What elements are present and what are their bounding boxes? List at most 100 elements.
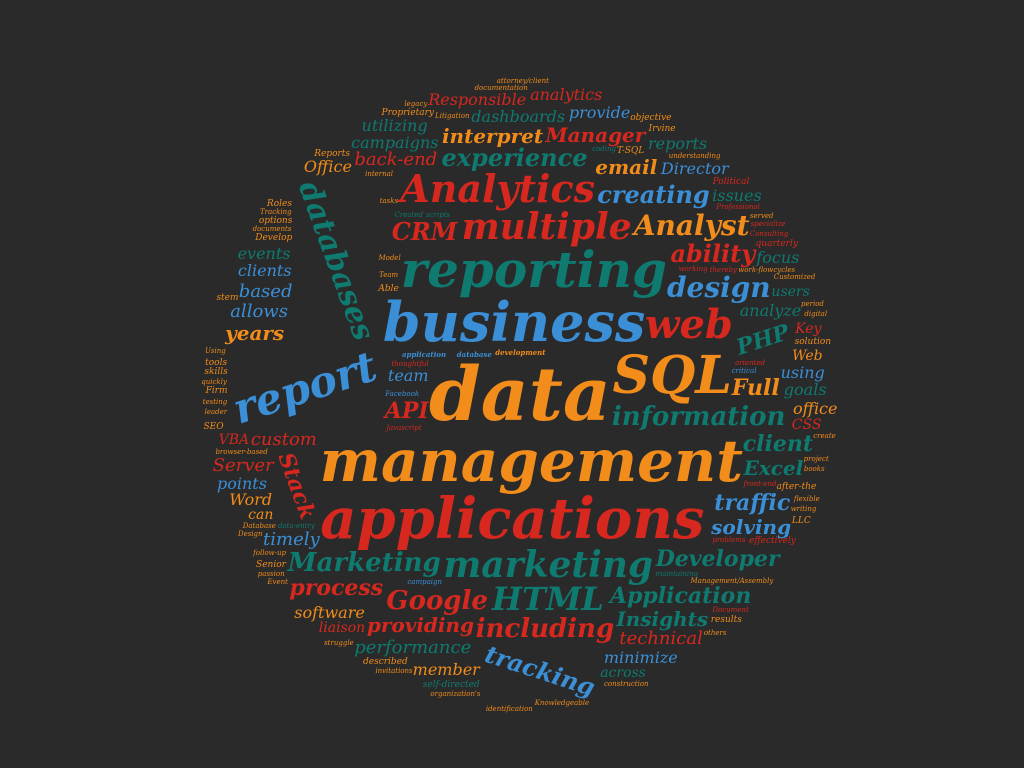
cloud-word: internal: [365, 169, 394, 178]
cloud-word: work-flow: [738, 265, 774, 274]
cloud-word: reports: [647, 133, 708, 153]
cloud-word: member: [412, 660, 480, 680]
cloud-word: Google: [386, 586, 488, 617]
cloud-word: flexible: [793, 495, 820, 504]
cloud-word: business: [382, 289, 646, 354]
cloud-word: interpret: [441, 123, 544, 148]
cloud-word: digital: [804, 309, 828, 318]
cloud-word: analyze: [739, 300, 802, 320]
cloud-word: construction: [603, 679, 649, 688]
cloud-word: cycles: [773, 265, 796, 274]
cloud-word: Proprietary: [381, 107, 434, 118]
cloud-word: issues: [712, 185, 762, 205]
cloud-word: oriented: [735, 359, 765, 368]
cloud-word: team: [387, 366, 429, 386]
cloud-word: PHP: [733, 319, 793, 361]
cloud-word: points: [216, 473, 267, 493]
cloud-word: analytics: [530, 85, 603, 105]
cloud-word: documentation: [474, 83, 528, 92]
cloud-word: results: [710, 615, 742, 626]
cloud-word: options: [258, 215, 293, 226]
cloud-word: office: [792, 399, 838, 419]
cloud-word: writing: [790, 504, 817, 513]
cloud-word: project: [803, 455, 829, 464]
cloud-word: management: [319, 427, 743, 496]
cloud-word: Excel: [743, 456, 804, 481]
cloud-word: tracking: [481, 639, 599, 702]
cloud-word: API: [384, 397, 429, 424]
cloud-word: CSS: [791, 417, 822, 434]
cloud-word: Facebook: [385, 390, 420, 399]
cloud-word: solution: [794, 336, 832, 347]
cloud-word: leader: [204, 408, 228, 417]
cloud-word: dashboards: [471, 107, 566, 127]
cloud-word: specialize: [750, 219, 786, 228]
cloud-word: understanding: [668, 151, 721, 160]
cloud-word: Management/Assembly: [690, 576, 774, 585]
cloud-word: Stack: [272, 449, 321, 523]
cloud-word: scripts: [426, 210, 451, 219]
cloud-word: identification: [485, 704, 533, 713]
cloud-word: Marketing: [287, 547, 441, 578]
cloud-word: Key: [795, 321, 822, 338]
cloud-word: design: [666, 271, 771, 305]
cloud-word: reporting: [400, 239, 667, 299]
cloud-word: campaigns: [351, 132, 439, 152]
cloud-word: database: [456, 349, 492, 359]
cloud-word: application: [401, 349, 447, 359]
cloud-word: front-end: [743, 480, 777, 489]
cloud-word: Consulting: [749, 230, 789, 239]
cloud-word: problems: [712, 535, 746, 544]
cloud-word: Develop: [255, 232, 293, 243]
cloud-word: Developer: [655, 546, 780, 573]
cloud-word: Insights: [616, 607, 709, 632]
cloud-word: Roles: [266, 198, 292, 209]
cloud-word: traffic: [714, 489, 791, 516]
cloud-word: passion: [257, 569, 285, 578]
cloud-word: Able: [378, 283, 399, 294]
cloud-word: creating: [597, 180, 710, 210]
cloud-word: liaison: [318, 620, 366, 637]
cloud-word: quarterly: [755, 238, 798, 249]
cloud-word: data-entry: [277, 521, 315, 530]
cloud-word: SQL: [612, 345, 732, 407]
cloud-word: Manager: [545, 123, 646, 148]
cloud-word: Using: [204, 346, 226, 355]
cloud-word: custom: [250, 428, 317, 450]
cloud-word: coding: [592, 145, 616, 154]
cloud-word: T-SQL: [616, 145, 645, 156]
cloud-word: years: [225, 320, 285, 345]
cloud-word: information: [611, 402, 786, 433]
cloud-word: Irvine: [648, 124, 676, 135]
cloud-word: Document: [712, 606, 749, 615]
cloud-word: Server: [212, 454, 274, 476]
cloud-word: Full: [731, 374, 780, 401]
cloud-word: others: [703, 629, 727, 638]
cloud-word: Model: [378, 254, 401, 263]
cloud-word: campaign: [407, 578, 442, 587]
cloud-word: documents: [252, 225, 292, 234]
cloud-word: timely: [263, 528, 320, 550]
cloud-word: can: [248, 507, 274, 524]
cloud-word: testing: [202, 398, 228, 407]
cloud-word: invitations: [375, 666, 413, 675]
cloud-word: struggle: [324, 638, 354, 647]
cloud-word: solving: [711, 514, 792, 539]
cloud-word: based: [238, 280, 293, 302]
cloud-word: Application: [609, 582, 752, 609]
cloud-word: data: [429, 352, 611, 438]
cloud-word: client: [742, 431, 813, 458]
cloud-word: Firm: [205, 385, 228, 396]
cloud-word: after-the: [776, 481, 817, 492]
cloud-word: effectively: [748, 536, 796, 547]
cloud-word: across: [600, 664, 646, 681]
cloud-word: back-end: [354, 149, 438, 171]
cloud-word: Team: [379, 271, 399, 280]
cloud-word: Litigation: [435, 111, 470, 120]
cloud-word: performance: [354, 636, 472, 658]
cloud-word: allows: [230, 301, 288, 323]
cloud-word: Database: [242, 521, 276, 530]
cloud-word: process: [289, 575, 384, 602]
cloud-word: Design: [237, 529, 263, 538]
